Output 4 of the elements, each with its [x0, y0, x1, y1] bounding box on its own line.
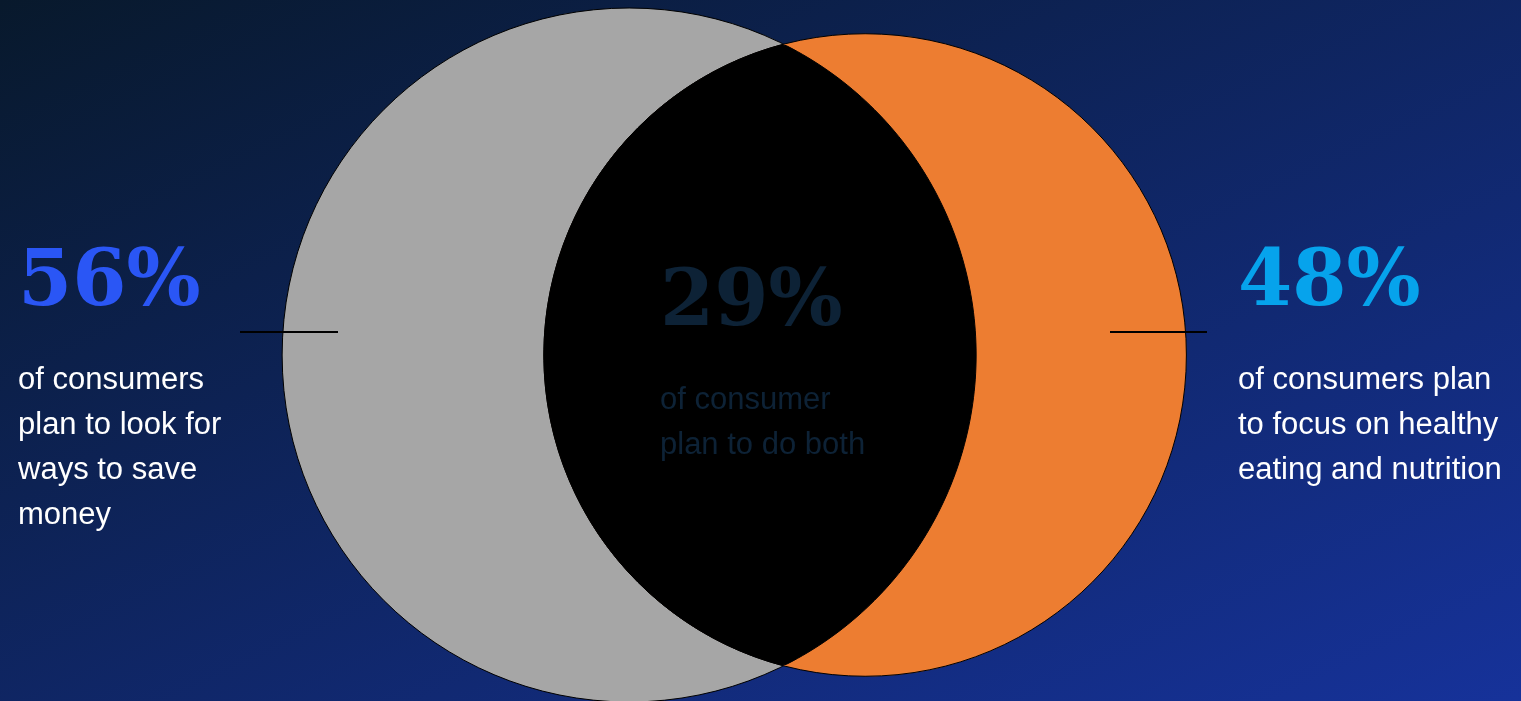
- category-label: of consumers plan to focus on healthy eating and nutrition: [1238, 361, 1507, 486]
- category-label: of consumers plan to look for ways to save money: [17, 361, 230, 531]
- data-label: 48%: [1238, 231, 1421, 323]
- data-label: 56%: [18, 231, 201, 323]
